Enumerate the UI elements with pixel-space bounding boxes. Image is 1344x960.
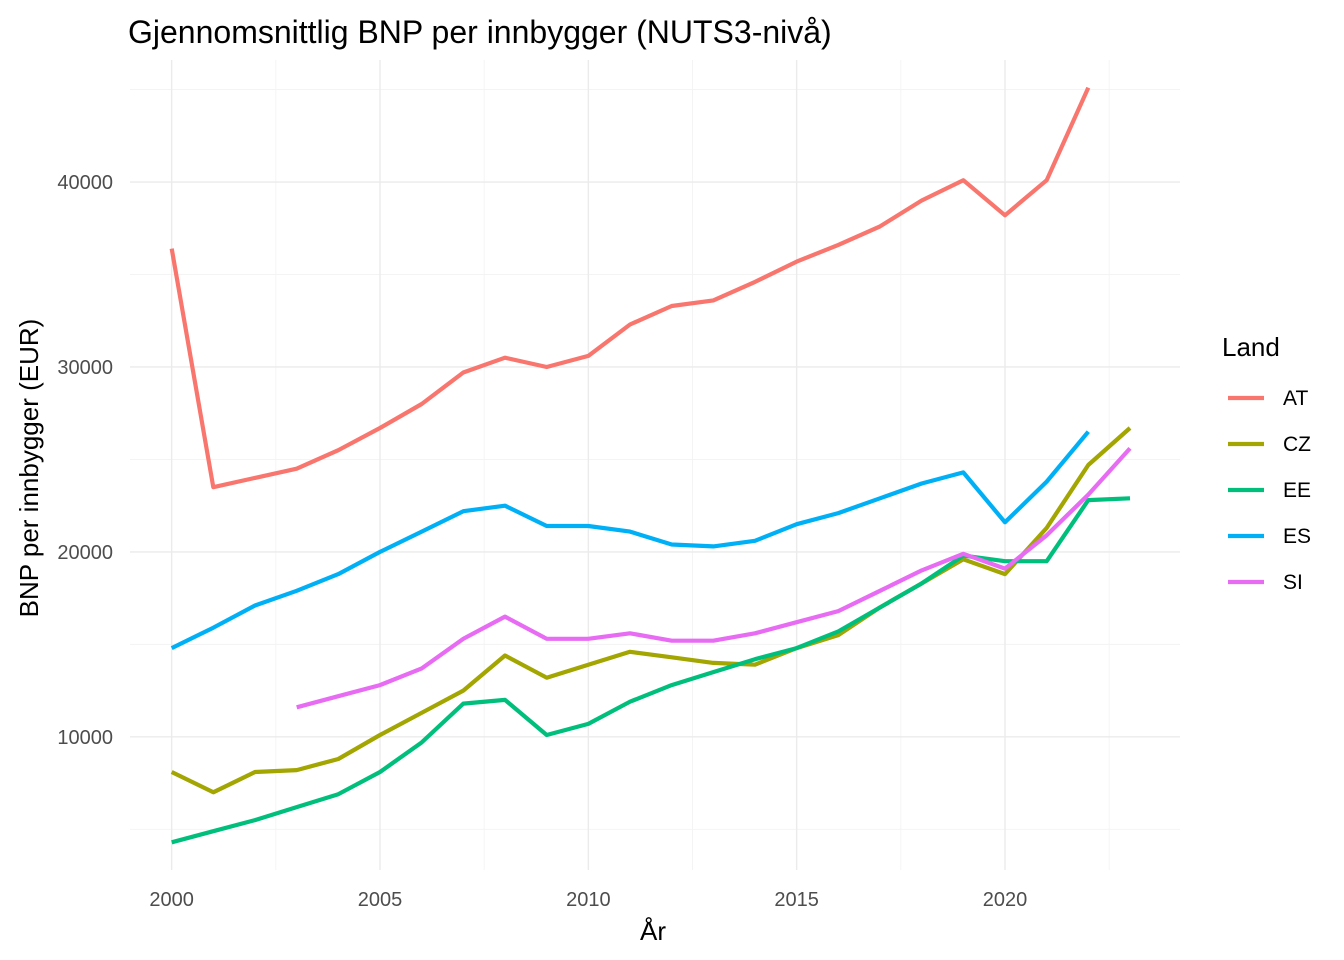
- chart-title: Gjennomsnittlig BNP per innbygger (NUTS3…: [128, 14, 832, 50]
- series-line-si: [296, 446, 1132, 710]
- y-axis-title: BNP per innbygger (EUR): [14, 319, 44, 618]
- x-axis-tick-labels: 2000 2005 2010 2015 2020: [149, 889, 1027, 911]
- x-tick-label: 2000: [149, 889, 194, 911]
- legend-label: ES: [1283, 525, 1311, 548]
- legend-item-ee: EE: [1228, 479, 1311, 502]
- legend-item-cz: CZ: [1228, 433, 1311, 456]
- series-lines: [169, 86, 1132, 845]
- x-tick-label: 2005: [358, 889, 403, 911]
- series-line-es: [170, 430, 1090, 650]
- x-tick-label: 2010: [566, 889, 611, 911]
- x-tick-label: 2015: [774, 889, 819, 911]
- x-tick-label: 2020: [983, 889, 1028, 911]
- legend-item-es: ES: [1228, 525, 1311, 548]
- y-tick-label: 20000: [57, 542, 113, 564]
- series-line-at: [169, 86, 1091, 490]
- y-axis-tick-labels: 10000 20000 30000 40000: [57, 172, 113, 749]
- legend-label: CZ: [1283, 433, 1311, 456]
- legend-label: EE: [1283, 479, 1311, 502]
- y-tick-label: 40000: [57, 172, 113, 194]
- legend: Land AT CZ EE ES SI: [1222, 332, 1311, 594]
- legend-label: SI: [1283, 571, 1303, 594]
- y-tick-label: 30000: [57, 357, 113, 379]
- y-tick-label: 10000: [57, 727, 113, 749]
- series-line-cz: [170, 426, 1132, 795]
- legend-label: AT: [1283, 387, 1308, 410]
- x-axis-title: År: [640, 916, 666, 946]
- legend-items: AT CZ EE ES SI: [1228, 387, 1311, 594]
- legend-item-at: AT: [1228, 387, 1308, 410]
- gridlines: [130, 60, 1180, 870]
- legend-title: Land: [1222, 332, 1280, 362]
- legend-item-si: SI: [1228, 571, 1303, 594]
